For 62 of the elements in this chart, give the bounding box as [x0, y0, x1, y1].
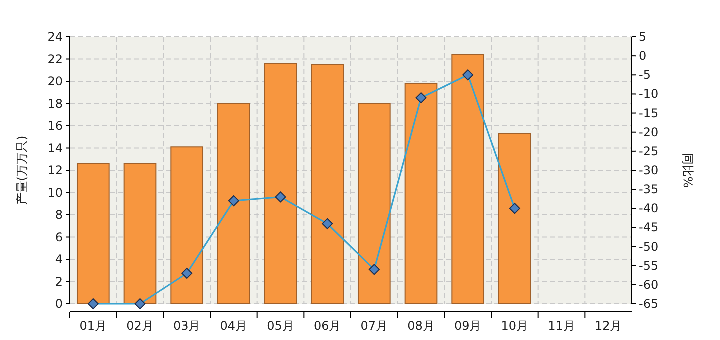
y-tick-label: 10 [48, 186, 63, 200]
y-tick-label: 6 [55, 230, 63, 244]
bar [498, 133, 532, 304]
y2-tick-label: -55 [639, 258, 659, 273]
point [322, 218, 334, 230]
bar [124, 163, 157, 304]
x-tick-label: 06月 [314, 319, 342, 333]
x-tick-label: 04月 [220, 319, 248, 333]
x-tick-label: 03月 [173, 319, 201, 333]
bar [170, 146, 204, 304]
y2-tick-label: -50 [639, 240, 659, 254]
y2-tick-label: -10 [639, 87, 659, 102]
x-tick-label: 09月 [454, 319, 482, 333]
bar [264, 63, 298, 304]
y2-tick-label: -20 [639, 125, 659, 140]
x-tick-label: 08月 [408, 319, 435, 333]
x-tick-label: 12月 [594, 319, 622, 333]
y2-tick-label: -40 [639, 202, 659, 216]
x-tick-label: 02月 [126, 319, 154, 333]
y-tick-label: 22 [48, 52, 63, 66]
y-tick-label: 16 [48, 119, 63, 133]
y2-tick-label: -15 [639, 106, 659, 120]
point [462, 70, 474, 81]
point [275, 192, 286, 203]
x-tick-label: 07月 [360, 319, 388, 333]
y2-tick-label: -35 [639, 182, 659, 197]
y2-tick-label: 0 [639, 49, 647, 64]
bar [452, 54, 485, 304]
x-tick-label: 01月 [80, 319, 108, 333]
y2-axis-title: 同比% [681, 152, 695, 188]
point [368, 264, 380, 276]
y-axis-title: 产量(万万只) [15, 136, 29, 206]
y2-tick-label: -25 [639, 144, 659, 158]
y-tick-label: 8 [55, 208, 63, 222]
point [416, 92, 427, 104]
bar [358, 103, 391, 304]
point [182, 268, 193, 279]
y-tick-label: 18 [48, 96, 63, 111]
y2-tick-label: 5 [639, 30, 647, 44]
y-tick-label: 12 [48, 164, 63, 178]
y-tick-label: 20 [48, 74, 63, 88]
bar [76, 163, 110, 304]
y-tick-label: 24 [48, 30, 63, 44]
bar [311, 64, 344, 304]
point [134, 298, 146, 310]
x-tick-label: 05月 [267, 319, 294, 333]
point [88, 298, 99, 310]
point [509, 203, 520, 214]
y2-tick-label: -30 [639, 164, 659, 178]
x-tick-label: 10月 [501, 319, 529, 333]
y-tick-label: 4 [55, 252, 63, 266]
y-tick-label: 0 [55, 297, 63, 311]
bar [217, 103, 250, 304]
y2-tick-label: -60 [639, 278, 659, 292]
y-tick-label: 14 [48, 141, 63, 156]
bar [404, 83, 438, 304]
point [228, 196, 240, 207]
y2-tick-label: -5 [639, 68, 651, 82]
y2-tick-label: -45 [639, 220, 659, 235]
y-tick-label: 2 [55, 274, 63, 289]
x-tick-label: 11月 [548, 319, 576, 333]
y2-tick-label: -65 [639, 297, 659, 311]
